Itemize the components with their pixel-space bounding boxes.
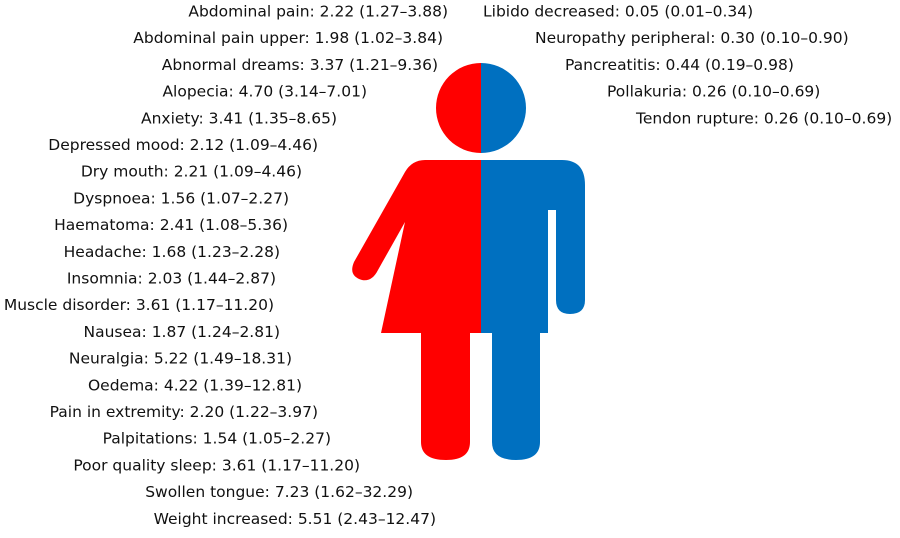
right-list: Libido decreased: 0.05 (0.01–0.34) Neurop… [483,3,892,128]
increased-event: Oedema: 4.22 (1.39–12.81) [88,376,302,394]
increased-event: Depressed mood: 2.12 (1.09–4.46) [48,136,318,154]
increased-event: Neuralgia: 5.22 (1.49–18.31) [69,350,292,368]
increased-event: Muscle disorder: 3.61 (1.17–11.20) [4,296,274,314]
increased-event: Haematoma: 2.41 (1.08–5.36) [54,216,288,234]
increased-event: Nausea: 1.87 (1.24–2.81) [84,323,280,341]
decreased-event: Pollakuria: 0.26 (0.10–0.69) [607,83,820,101]
increased-event: Swollen tongue: 7.23 (1.62–32.29) [145,483,413,501]
increased-event: Alopecia: 4.70 (3.14–7.01) [162,83,367,101]
increased-event: Weight increased: 5.51 (2.43–12.47) [154,510,436,528]
increased-event: Dyspnoea: 1.56 (1.07–2.27) [73,189,289,207]
female-half [352,63,481,460]
increased-event: Palpitations: 1.54 (1.05–2.27) [103,430,331,448]
increased-event: Insomnia: 2.03 (1.44–2.87) [67,270,276,288]
increased-event: Poor quality sleep: 3.61 (1.17–11.20) [73,456,360,474]
male-half [481,63,585,460]
increased-event: Abdominal pain upper: 1.98 (1.02–3.84) [133,29,443,47]
increased-event: Abdominal pain: 2.22 (1.27–3.88) [188,3,448,21]
decreased-event: Tendon rupture: 0.26 (0.10–0.69) [635,109,892,127]
increased-event: Dry mouth: 2.21 (1.09–4.46) [81,163,302,181]
increased-event: Abnormal dreams: 3.37 (1.21–9.36) [162,56,438,74]
left-list: Abdominal pain: 2.22 (1.27–3.88) Abdomina… [4,3,448,528]
increased-event: Headache: 1.68 (1.23–2.28) [64,243,280,261]
figure [352,63,585,460]
decreased-event: Neuropathy peripheral: 0.30 (0.10–0.90) [535,29,849,47]
increased-event: Anxiety: 3.41 (1.35–8.65) [141,109,337,127]
increased-event: Pain in extremity: 2.20 (1.22–3.97) [50,403,318,421]
decreased-event: Pancreatitis: 0.44 (0.19–0.98) [565,56,794,74]
decreased-event: Libido decreased: 0.05 (0.01–0.34) [483,3,753,21]
